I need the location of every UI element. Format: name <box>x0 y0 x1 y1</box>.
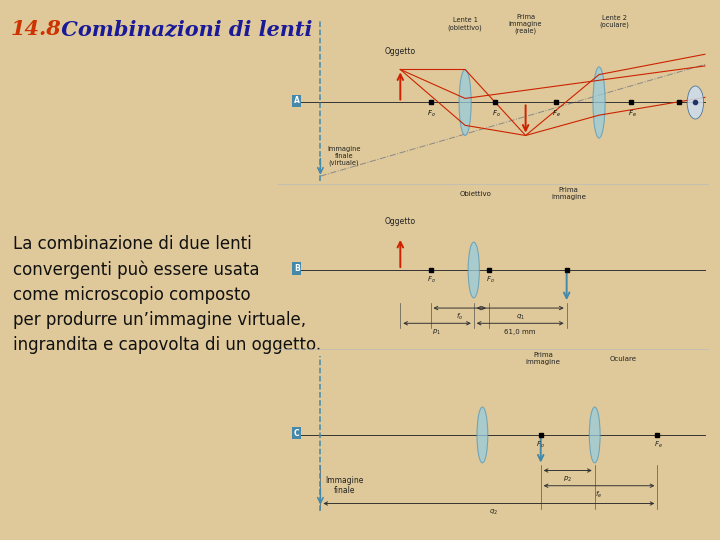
Text: Prima
immagine: Prima immagine <box>526 352 560 366</box>
Text: $p_2$: $p_2$ <box>563 475 572 484</box>
Text: $F_o$: $F_o$ <box>427 275 436 285</box>
Text: Lente 1
(obiettivo): Lente 1 (obiettivo) <box>448 17 482 31</box>
Text: $p_1$: $p_1$ <box>433 328 441 337</box>
Text: $f_e$: $f_e$ <box>595 490 603 500</box>
Text: C: C <box>294 429 300 438</box>
Text: Prima
immagine
(reale): Prima immagine (reale) <box>509 14 542 34</box>
Ellipse shape <box>593 67 605 138</box>
Ellipse shape <box>459 70 471 136</box>
Text: $F_e$: $F_e$ <box>552 109 561 119</box>
Text: $F_o$: $F_o$ <box>536 440 545 450</box>
Text: $F_e$: $F_e$ <box>654 440 662 450</box>
Text: $q_2$: $q_2$ <box>489 508 498 517</box>
Text: Oculare: Oculare <box>609 356 636 362</box>
Ellipse shape <box>590 407 600 463</box>
Text: 61,0 mm: 61,0 mm <box>505 329 536 335</box>
Text: Immagine
finale: Immagine finale <box>325 476 364 495</box>
Ellipse shape <box>477 407 488 463</box>
Ellipse shape <box>687 86 703 119</box>
Text: Prima
immagine: Prima immagine <box>552 187 586 200</box>
Text: $F_o$: $F_o$ <box>427 109 436 119</box>
Text: $q_1$: $q_1$ <box>516 313 525 322</box>
Text: La combinazione di due lenti
convergenti può essere usata
come microscopio compo: La combinazione di due lenti convergenti… <box>13 235 321 354</box>
Text: $F_o$: $F_o$ <box>486 275 495 285</box>
Text: Obiettivo: Obiettivo <box>460 191 492 197</box>
Text: Immagine
finale
(virtuale): Immagine finale (virtuale) <box>328 146 361 166</box>
Text: Oggetto: Oggetto <box>384 47 416 56</box>
Ellipse shape <box>468 242 480 298</box>
Text: 14.8: 14.8 <box>11 19 61 39</box>
Text: $F_e$: $F_e$ <box>628 109 636 119</box>
Text: Lente 2
(oculare): Lente 2 (oculare) <box>599 15 629 28</box>
Text: Combinazioni di lenti: Combinazioni di lenti <box>54 19 312 39</box>
Text: A: A <box>294 97 300 105</box>
Text: $f_o$: $f_o$ <box>456 312 464 322</box>
Text: $F_o$: $F_o$ <box>492 109 500 119</box>
Text: Oggetto: Oggetto <box>384 217 416 226</box>
Text: B: B <box>294 264 300 273</box>
